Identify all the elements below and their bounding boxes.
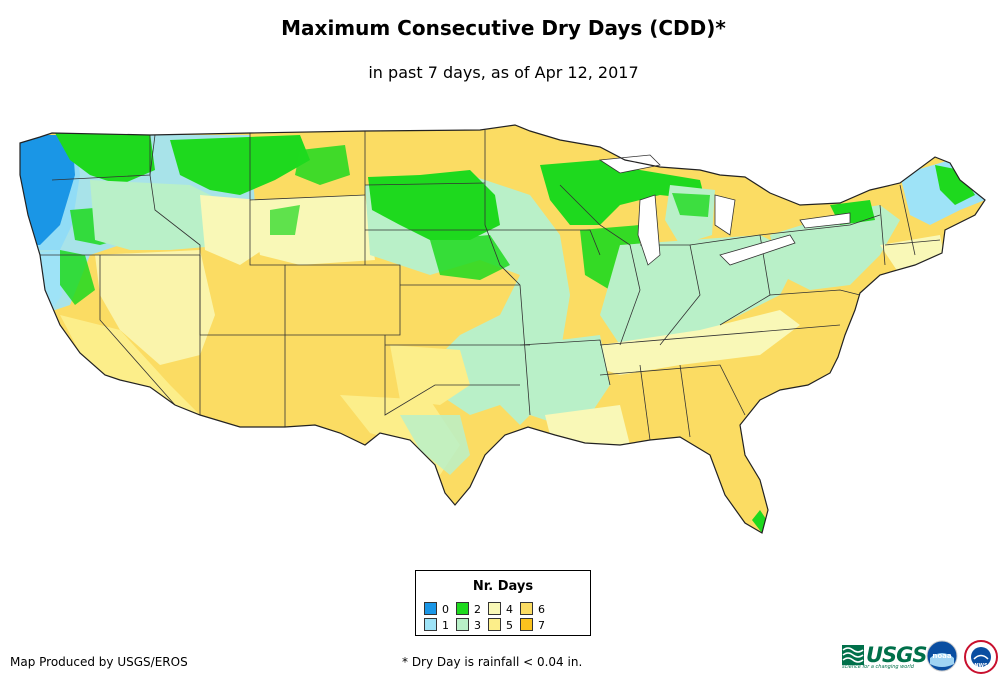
legend: Nr. Days 0 1 2 3 4 5 6 7 — [415, 570, 591, 636]
lake-huron — [714, 194, 736, 236]
fill-2-maine — [935, 165, 975, 205]
border-ms-al-ga — [599, 364, 746, 416]
border-al — [639, 364, 651, 441]
fill-3-new-york — [770, 205, 900, 290]
legend-item-0: 0 — [424, 602, 449, 616]
fill-5-socal — [60, 315, 200, 415]
lake-michigan — [637, 194, 661, 266]
fill-3-lower-mississippi — [520, 335, 610, 425]
map-title: Maximum Consecutive Dry Days (CDD)* — [281, 16, 726, 40]
fill-4-tennessee — [590, 310, 800, 375]
legend-item-5: 5 — [488, 618, 513, 632]
legend-item-7: 7 — [520, 618, 545, 632]
legend-label: 4 — [506, 603, 513, 616]
legend-swatch — [424, 602, 437, 615]
lake-erie — [719, 234, 796, 266]
border-ar — [519, 339, 611, 386]
usgs-tagline: science for a changing world — [842, 664, 914, 670]
fill-3-texas-coast — [400, 415, 470, 475]
great-lakes — [598, 154, 851, 266]
fill-2-nw-a — [55, 133, 155, 185]
fill-2-nw-d — [60, 250, 95, 305]
lake-superior — [598, 154, 661, 174]
legend-swatch — [488, 618, 501, 631]
border-in — [640, 244, 701, 346]
fill-2-michigan — [672, 193, 710, 217]
legend-title: Nr. Days — [472, 579, 534, 594]
conus-map — [19, 124, 986, 534]
map-subtitle: in past 7 days, as of Apr 12, 2017 — [368, 63, 639, 82]
usgs-waves-icon — [842, 645, 864, 665]
usgs-logo-text: USGS — [866, 643, 928, 667]
legend-swatch — [456, 618, 469, 631]
map-producer-credit: Map Produced by USGS/EROS — [10, 655, 188, 669]
legend-label: 2 — [474, 603, 481, 616]
legend-label: 1 — [442, 619, 449, 632]
dry-day-footnote: * Dry Day is rainfall < 0.04 in. — [402, 655, 583, 669]
agency-logos: USGS science for a changing world noaa N… — [842, 638, 1002, 678]
border-ma — [884, 239, 941, 246]
border-utah — [199, 200, 286, 336]
border-ia — [500, 229, 601, 256]
legend-item-4: 4 — [488, 602, 513, 616]
border-ga — [679, 364, 691, 438]
border-ca-nv — [99, 255, 176, 406]
state-borders — [40, 130, 941, 441]
fill-2-upper-midwest — [540, 160, 705, 225]
fill-2-wyoming — [270, 205, 300, 235]
border-tn — [599, 324, 841, 346]
legend-label: 0 — [442, 603, 449, 616]
legend-swatch — [456, 602, 469, 615]
fill-2-nebraska — [430, 235, 510, 280]
nws-logo-text: NWS — [974, 663, 988, 669]
noaa-logo-text: noaa — [932, 652, 952, 660]
border-colorado — [285, 264, 401, 336]
legend-item-3: 3 — [456, 618, 481, 632]
fill-4-gulf — [545, 405, 630, 445]
legend-label: 5 — [506, 619, 513, 632]
fill-3-plains — [365, 175, 570, 425]
border-va — [769, 289, 861, 296]
lake-ontario — [799, 212, 851, 229]
nws-logo-icon: NWS — [964, 640, 998, 674]
fill-4-great-basin — [95, 250, 215, 365]
border-pa-ny — [759, 214, 881, 236]
legend-swatch — [520, 602, 533, 615]
usgs-logo: USGS — [842, 643, 928, 671]
legend-swatch — [520, 618, 533, 631]
fill-2-dakotas — [368, 170, 500, 240]
border-wi-il — [559, 184, 641, 346]
border-mn-ia-mo — [484, 130, 531, 416]
border-nh-me — [899, 184, 916, 256]
border-oh — [689, 234, 771, 326]
legend-label: 6 — [538, 603, 545, 616]
fill-5-texas — [390, 345, 470, 405]
fill-2-nw-b — [170, 135, 310, 195]
border-vt — [879, 204, 886, 266]
border-nd-sd — [364, 182, 486, 186]
legend-label: 7 — [538, 619, 545, 632]
fill-4-wyoming — [250, 195, 375, 265]
legend-item-1: 1 — [424, 618, 449, 632]
fill-2-nw-e — [295, 145, 350, 185]
legend-swatch — [424, 618, 437, 631]
border-texas — [384, 335, 520, 416]
legend-item-6: 6 — [520, 602, 545, 616]
legend-item-2: 2 — [456, 602, 481, 616]
legend-label: 3 — [474, 619, 481, 632]
legend-swatch — [488, 602, 501, 615]
noaa-logo-icon: noaa — [926, 640, 958, 672]
